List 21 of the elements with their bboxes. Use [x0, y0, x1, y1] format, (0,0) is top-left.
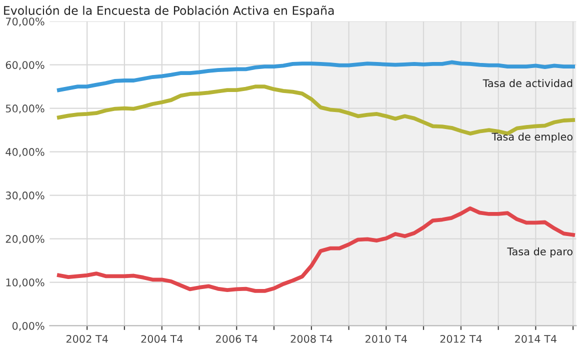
- x-tick-label: 2008 T4: [290, 334, 332, 343]
- y-tick-label: 30,00%: [6, 192, 44, 200]
- y-tick-label: 60,00%: [6, 61, 44, 70]
- chart-title: Evolución de la Encuesta de Población Activa en España: [4, 5, 334, 18]
- series-label: Tasa de empleo: [492, 132, 572, 143]
- x-tick-label: 2004 T4: [141, 334, 183, 343]
- series-label: Tasa de paro: [507, 247, 572, 258]
- y-tick-label: 10,00%: [6, 278, 44, 288]
- x-tick-label: 2002 T4: [66, 334, 108, 343]
- x-tick-label: 2014 T4: [515, 334, 557, 343]
- x-tick-label: 2012 T4: [440, 334, 482, 343]
- x-tick-label: 2010 T4: [366, 334, 407, 343]
- series-label: Tasa de actividad: [482, 79, 572, 88]
- line-series: [56, 206, 575, 293]
- y-tick-label: 50,00%: [6, 104, 44, 114]
- y-tick-label: 0,00%: [12, 322, 44, 331]
- y-tick-label: 70,00%: [6, 18, 44, 27]
- y-tick-label: 20,00%: [6, 235, 44, 244]
- x-tick-label: 2006 T4: [216, 334, 258, 343]
- y-tick-label: 40,00%: [6, 148, 44, 157]
- line-series: [56, 60, 575, 92]
